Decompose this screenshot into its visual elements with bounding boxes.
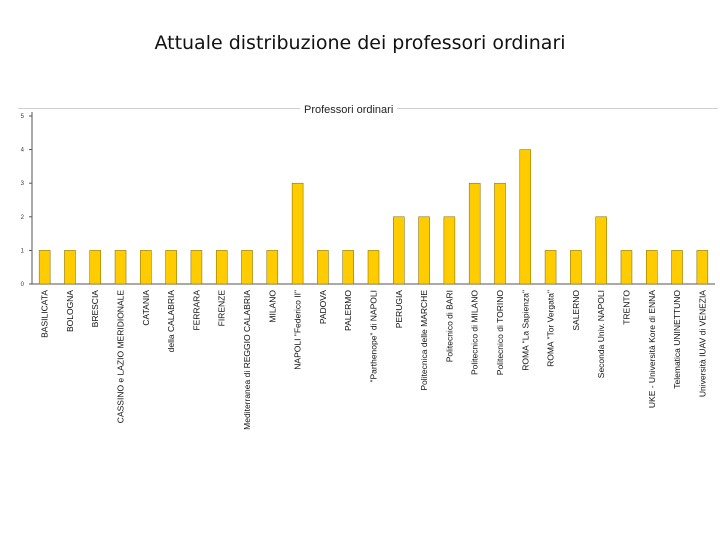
bar	[646, 250, 658, 285]
bar	[38, 250, 51, 285]
x-tick-label: TRENTO	[621, 290, 631, 325]
chart-title: Professori ordinari	[300, 104, 398, 116]
bar	[595, 216, 607, 285]
bar	[544, 250, 557, 285]
x-tick-label: Mediterranea di REGGIO CALABRIA	[242, 290, 252, 430]
bar	[468, 182, 481, 285]
x-tick-label: PALERMO	[343, 290, 353, 331]
bar	[165, 250, 177, 285]
bar	[114, 250, 127, 285]
x-tick-label: ROMA "La Sapienza"	[520, 290, 530, 371]
x-tick-label: BASILICATA	[40, 290, 50, 338]
x-tick-label: Politecnico di BARI	[444, 290, 454, 362]
x-tick-label: Politecnico di TORINO	[495, 290, 505, 376]
bar	[570, 250, 582, 285]
bar	[519, 149, 532, 285]
x-tick-label: Seconda Univ. NAPOLI	[596, 290, 606, 378]
x-tick-label: NAPOLI "Federico II"	[293, 290, 303, 370]
x-tick-label: FERRARA	[191, 290, 201, 331]
x-tick-label: Telematica UNINETTUNO	[672, 290, 682, 389]
x-tick-label: "Parthenope" di NAPOLI	[369, 290, 379, 383]
y-tick-label: 0	[21, 282, 25, 288]
x-tick-label: BRESCIA	[90, 290, 100, 328]
x-tick-label: ROMA "Tor Vergata"	[546, 290, 556, 367]
bar	[291, 182, 304, 285]
bar	[443, 216, 456, 285]
bar	[215, 250, 228, 285]
bar	[418, 216, 430, 285]
bar	[342, 250, 354, 285]
x-tick-label: MILANO	[267, 290, 277, 323]
x-tick-label: SALERNO	[571, 290, 581, 331]
y-tick-label: 2	[21, 215, 25, 221]
y-tick-label: 1	[21, 248, 25, 254]
bar	[266, 250, 279, 285]
x-tick-label: PERUGIA	[394, 290, 404, 329]
x-tick-label: PADOVA	[318, 290, 328, 324]
bar	[696, 250, 709, 285]
bar	[671, 250, 683, 285]
bar	[620, 250, 633, 285]
x-tick-label: Politecnico di MILANO	[470, 290, 480, 375]
x-tick-label: Università IUAV di VENEZIA	[697, 290, 707, 397]
bar	[393, 216, 405, 285]
slide-title: Attuale distribuzione dei professori ord…	[154, 32, 566, 54]
bar	[241, 250, 253, 285]
x-tick-label: CATANIA	[141, 290, 151, 326]
x-tick-label: BOLOGNA	[65, 290, 75, 332]
bar	[367, 250, 380, 285]
bar	[89, 250, 101, 285]
x-tick-label: Politecnica delle MARCHE	[419, 290, 429, 391]
y-tick-label: 4	[21, 148, 25, 154]
x-tick-label: CASSINO e LAZIO MERIDIONALE	[116, 290, 126, 424]
y-tick-label: 5	[21, 114, 25, 120]
y-tick-label: 3	[21, 181, 25, 187]
x-tick-label: UKE - Università Kore di ENNA	[647, 290, 657, 408]
x-tick-label: FIRENZE	[217, 290, 227, 327]
bar	[140, 250, 152, 285]
bar	[494, 182, 506, 285]
bar	[64, 250, 76, 285]
bar	[190, 250, 203, 285]
bar	[317, 250, 329, 285]
x-tick-label: della CALABRIA	[166, 290, 176, 353]
